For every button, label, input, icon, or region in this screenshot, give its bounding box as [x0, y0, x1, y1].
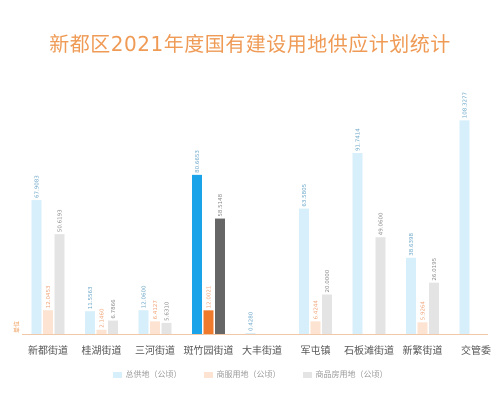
- category-label-1: 桂湖街道: [82, 344, 122, 357]
- category-label-2: 三河街道: [135, 344, 175, 357]
- bar-2-1: [108, 320, 118, 334]
- data-label-2-1: 6.7866: [111, 299, 117, 319]
- bar-0-1: [85, 311, 95, 334]
- data-label-1-2: 6.4127: [153, 300, 159, 320]
- data-label-0-8: 108.3277: [463, 92, 469, 119]
- data-label-2-0: 50.6193: [58, 209, 64, 232]
- category-label-6: 石板滩街道: [344, 344, 394, 357]
- data-label-0-1: 11.5563: [88, 286, 94, 309]
- data-label-0-6: 91.7414: [356, 128, 362, 151]
- bar-2-0: [54, 234, 65, 334]
- bar-1-1: [96, 329, 107, 334]
- legend-label-total: 总供地（公顷）: [125, 370, 182, 379]
- chart-legend: 总供地（公顷） 商服用地（公顷） 商品房用地（公顷）: [0, 369, 500, 380]
- bar-2-5: [322, 294, 332, 334]
- legend-label-housing: 商品房用地（公顷）: [315, 370, 388, 379]
- data-label-2-3: 58.5148: [218, 193, 224, 216]
- data-label-2-2: 5.6310: [165, 301, 171, 321]
- data-label-1-7: 5.9264: [421, 301, 427, 321]
- data-label-2-7: 26.0195: [432, 257, 438, 280]
- bar-1-5: [310, 321, 321, 334]
- bar-0-6: [352, 153, 363, 334]
- data-label-2-5: 20.0000: [325, 269, 331, 292]
- legend-swatch-commercial: [203, 371, 213, 378]
- bar-0-0: [31, 200, 42, 334]
- legend-item-total[interactable]: 总供地（公顷）: [112, 369, 182, 380]
- data-label-0-3: 80.6653: [195, 150, 201, 173]
- bar-2-6: [375, 237, 386, 334]
- legend-item-housing[interactable]: 商品房用地（公顷）: [302, 369, 388, 380]
- bar-0-2: [138, 310, 149, 334]
- data-label-0-5: 63.5805: [302, 183, 308, 206]
- bar-1-3: [203, 310, 214, 334]
- legend-item-commercial[interactable]: 商服用地（公顷）: [203, 369, 281, 380]
- category-label-3: 斑竹园街道: [184, 344, 234, 357]
- legend-swatch-housing: [302, 371, 312, 378]
- category-label-0: 新都街道: [28, 344, 68, 357]
- legend-label-commercial: 商服用地（公顷）: [216, 370, 281, 379]
- data-label-1-5: 6.4244: [314, 300, 320, 320]
- bar-1-2: [150, 321, 160, 334]
- data-label-1-3: 12.0021: [207, 286, 213, 309]
- bar-2-3: [215, 218, 225, 334]
- legend-swatch-total: [112, 371, 122, 378]
- bar-0-8: [459, 120, 470, 335]
- data-label-0-4: 0.4280: [249, 311, 255, 331]
- data-label-1-0: 12.0453: [46, 285, 52, 308]
- bar-0-4: [245, 333, 256, 334]
- chart-title: 新都区2021年度国有建设用地供应计划统计: [49, 32, 451, 56]
- bar-1-0: [43, 310, 53, 334]
- data-label-0-2: 12.0600: [142, 285, 148, 308]
- category-label-8: 交管委: [461, 344, 491, 357]
- category-label-7: 新繁街道: [403, 344, 443, 357]
- category-label-4: 大丰街道: [242, 344, 282, 357]
- bar-1-7: [417, 322, 428, 334]
- bar-2-2: [161, 322, 172, 334]
- data-label-2-6: 49.0600: [379, 212, 385, 235]
- y-axis-label: 单位: [13, 321, 21, 333]
- data-label-0-7: 38.6398: [409, 233, 415, 256]
- data-label-1-1: 2.1460: [100, 308, 106, 328]
- bar-2-7: [429, 282, 439, 334]
- data-label-0-0: 67.9083: [35, 175, 41, 198]
- bar-0-7: [406, 257, 416, 334]
- bar-0-5: [299, 208, 309, 334]
- category-label-5: 军屯镇: [301, 344, 331, 357]
- bar-0-3: [192, 174, 202, 334]
